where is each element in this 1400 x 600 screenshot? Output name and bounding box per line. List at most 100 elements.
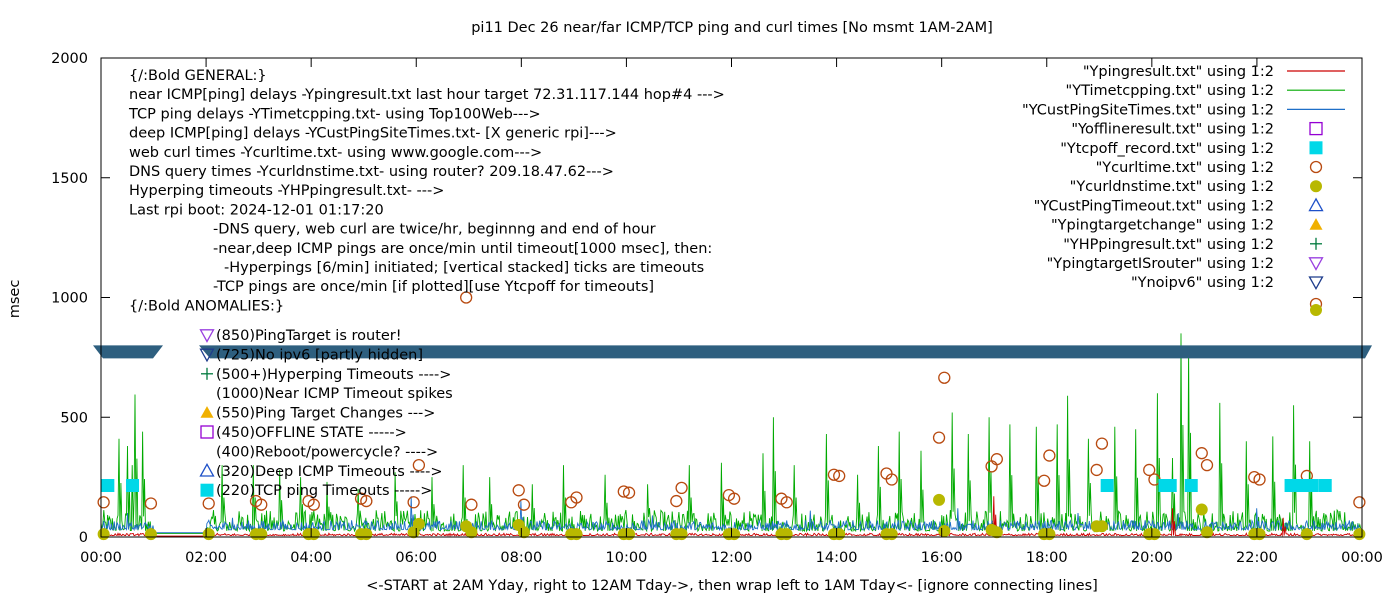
anomaly-label: (1000)Near ICMP Timeout spikes: [216, 386, 453, 402]
data-point: [460, 291, 473, 304]
info-text-line: Hyperping timeouts -YHPpingresult.txt- -…: [129, 183, 444, 199]
data-point: [990, 526, 1003, 539]
info-text-line: {/:Bold GENERAL:}: [129, 68, 267, 84]
data-point: [1201, 526, 1214, 539]
x-axis-label: <-START at 2AM Yday, right to 12AM Tday-…: [366, 578, 1098, 594]
anomaly-label: (550)Ping Target Changes --->: [216, 406, 435, 422]
data-point: [570, 528, 583, 541]
data-point: [670, 494, 683, 508]
x-tick-label: 10:00: [606, 550, 648, 566]
info-text-line: DNS query times -Ycurldnstime.txt- using…: [129, 164, 614, 180]
info-text-line: -Hyperpings [6/min] initiated; [vertical…: [224, 260, 704, 276]
data-point: [827, 468, 841, 481]
legend-entry: "Ypingtargetchange" using 1:2: [1051, 218, 1274, 234]
anomaly-label: (220)TCP ping Timeouts ----->: [216, 483, 432, 499]
axes: 0 500 1000 1500 2000 00:00 02:00 04:00 06:00 08:0…: [51, 51, 1383, 566]
y-tick-label: 0: [79, 530, 88, 546]
info-text-line: web curl times -Ycurltime.txt- using www…: [129, 145, 542, 161]
info-text-line: -TCP pings are once/min [if plotted][use…: [213, 279, 654, 295]
data-point: [1037, 474, 1051, 487]
legend-entry: "YpingtargetISrouter" using 1:2: [1047, 256, 1274, 272]
anomaly-marker: [200, 425, 214, 439]
legend-symbol: [1308, 197, 1324, 212]
x-tick-label: 20:00: [1131, 550, 1173, 566]
legend-symbol: [1309, 121, 1323, 136]
data-point: [517, 498, 531, 511]
legend: "Ypingresult.txt" using 1:2 "YTimetcpping…: [1022, 64, 1345, 316]
legend-symbol: [1310, 237, 1322, 250]
info-text-line: -DNS query, web curl are twice/hr, begin…: [213, 222, 656, 238]
x-tick-label: 08:00: [500, 550, 542, 566]
data-point: [617, 485, 630, 498]
data-point: [1305, 479, 1319, 493]
data-point: [465, 498, 478, 511]
data-point: [126, 479, 140, 493]
data-point: [833, 528, 846, 541]
anomaly-label: (500+)Hyperping Timeouts ---->: [216, 367, 451, 383]
data-point: [1353, 528, 1366, 541]
anomaly-marker: [200, 483, 214, 497]
info-text-line: TCP ping delays -YTimetcpping.txt- using…: [128, 106, 541, 122]
data-point: [570, 491, 583, 504]
data-point: [938, 371, 951, 384]
data-point: [933, 493, 946, 506]
x-tick-label: 22:00: [1236, 550, 1278, 566]
data-point: [1043, 528, 1056, 541]
data-point: [1200, 458, 1214, 472]
data-point: [307, 498, 320, 511]
data-point: [622, 486, 636, 499]
legend-entry: "Ycurldnstime.txt" using 1:2: [1070, 179, 1274, 195]
info-text-line: {/:Bold ANOMALIES:}: [129, 298, 284, 314]
legend-symbol: [1308, 257, 1324, 271]
data-point: [97, 528, 110, 541]
data-point: [675, 528, 688, 541]
info-text-line: near ICMP[ping] delays -Ypingresult.txt …: [129, 87, 725, 103]
info-text-block: {/:Bold GENERAL:} near ICMP[ping] delays …: [128, 68, 725, 314]
data-point: [1100, 479, 1114, 493]
x-tick-label: 00:00: [1341, 550, 1383, 566]
info-text-line: Last rpi boot: 2024-12-01 01:17:20: [129, 202, 384, 218]
legend-extra-symbol: [1310, 304, 1322, 316]
anomaly-legend: (850)PingTarget is router! (725)No ipv6 […: [199, 328, 453, 499]
data-point: [101, 479, 115, 493]
data-point: [1043, 449, 1056, 462]
data-point: [1143, 463, 1156, 477]
data-point: [1095, 437, 1109, 450]
data-point: [307, 528, 320, 541]
anomaly-label: (400)Reboot/powercycle? ---->: [216, 444, 438, 460]
data-point: [144, 528, 157, 541]
y-axis-label: msec: [7, 280, 23, 319]
data-point: [202, 497, 215, 510]
x-tick-label: 02:00: [185, 550, 227, 566]
data-point: [675, 481, 688, 495]
data-point: [1195, 503, 1208, 516]
x-tick-label: 18:00: [1026, 550, 1068, 566]
data-point: [360, 528, 373, 541]
anomaly-label: (450)OFFLINE STATE ----->: [216, 425, 407, 441]
y-tick-label: 2000: [51, 51, 88, 67]
legend-entry: "YCustPingTimeout.txt" using 1:2: [1034, 198, 1274, 214]
data-point: [1353, 496, 1366, 509]
data-point: [360, 494, 373, 508]
data-point: [1253, 473, 1266, 486]
legend-symbol: [1308, 276, 1324, 291]
legend-entry: "YHPpingresult.txt" using 1:2: [1063, 237, 1274, 253]
anomaly-marker: [201, 367, 213, 380]
data-point: [412, 517, 425, 530]
data-point: [623, 528, 636, 541]
data-point: [1184, 479, 1198, 493]
data-point: [780, 528, 793, 541]
data-point: [1163, 479, 1177, 493]
info-text-line: -near,deep ICMP pings are once/min until…: [213, 241, 712, 257]
legend-entry: "Ynoipv6" using 1:2: [1131, 275, 1274, 291]
x-tick-label: 06:00: [395, 550, 437, 566]
data-point: [938, 525, 951, 538]
legend-entry: "Ytcpoff_record.txt" using 1:2: [1060, 141, 1274, 157]
data-point: [885, 528, 898, 541]
data-point: [255, 528, 268, 541]
data-point: [202, 528, 215, 541]
data-point: [255, 498, 268, 511]
data-point: [512, 484, 525, 497]
data-point: [727, 492, 741, 505]
